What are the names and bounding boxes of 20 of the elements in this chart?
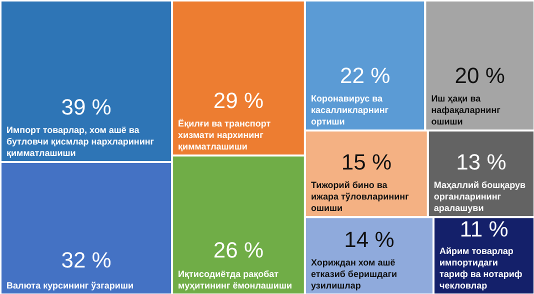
category-label: Ёқилғи ва транспорт хизмати нархининг қимматлашиши xyxy=(178,118,272,152)
data-label: 15 % xyxy=(341,150,392,175)
data-label: 13 % xyxy=(456,150,506,175)
category-label: Иш ҳақи ва нафақаларнинг ошиши xyxy=(431,93,501,126)
category-label: Тижорий бино ва ижара тўловларининг ошиши xyxy=(310,180,410,214)
category-label: Валюта курсининг ўзгариши xyxy=(6,280,134,290)
category-label: Импорт товарлар, хом ашё ва бутловчи қисмлар нархларининг қимматлашиши xyxy=(6,124,154,158)
data-label: 39 % xyxy=(61,94,112,120)
data-label: 29 % xyxy=(213,88,264,113)
data-label: 11 % xyxy=(460,216,508,242)
data-label: 26 % xyxy=(213,237,264,262)
category-label: Коронавирус ва касалликларнинг ортиши xyxy=(310,93,389,126)
category-label: Хориждан хом ашё етказиб беришдаги узилишлар xyxy=(310,258,398,290)
category-label: Иқтисодиётда рақобат муҳитининг ёмонлашиши xyxy=(178,269,292,290)
data-label: 20 % xyxy=(454,62,505,88)
category-label: Айрим товарлар импортидаги тариф ва нотариф чекловлар xyxy=(440,246,522,290)
data-label: 14 % xyxy=(344,226,394,252)
data-label: 22 % xyxy=(340,62,390,88)
category-label: Маҳаллий бошқарув органларининг аралашуви xyxy=(434,180,526,214)
data-label: 32 % xyxy=(61,248,112,273)
